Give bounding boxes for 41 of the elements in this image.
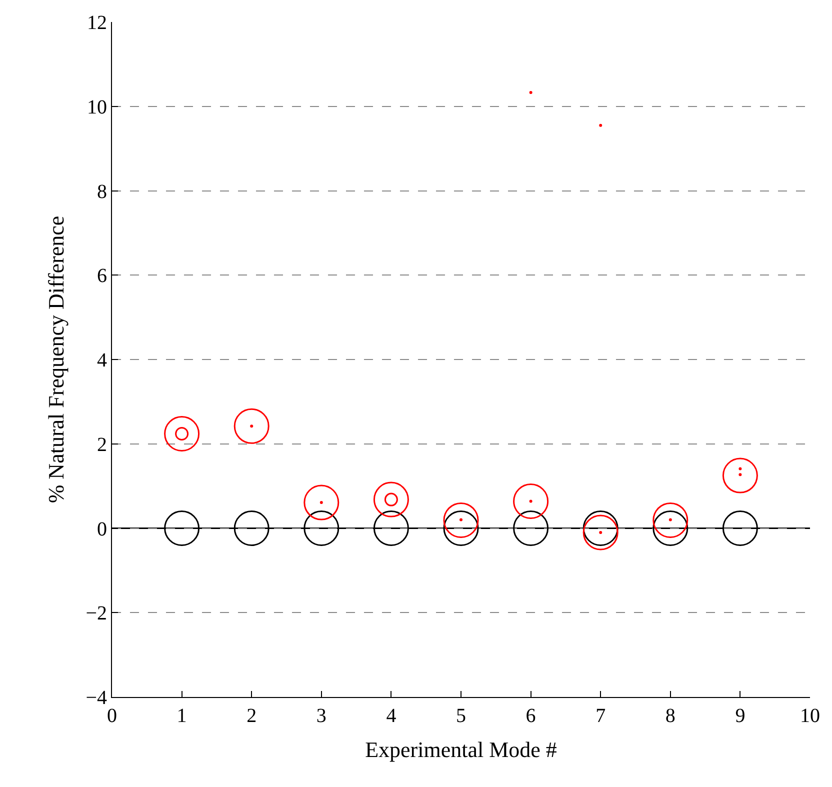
x-tick-label: 5 — [456, 705, 466, 727]
point — [234, 510, 270, 546]
point — [652, 502, 688, 538]
x-tick-label: 10 — [800, 705, 820, 727]
point — [599, 124, 602, 127]
point — [738, 473, 742, 476]
point — [373, 510, 409, 546]
x-tick-label: 4 — [386, 705, 396, 727]
x-tick-label: 9 — [735, 705, 746, 727]
point — [164, 416, 200, 452]
point — [738, 467, 742, 470]
x-tick-label: 3 — [316, 705, 326, 727]
x-tick-label: 8 — [665, 705, 676, 727]
y-tick-label: 8 — [97, 180, 107, 203]
point — [529, 90, 532, 94]
point — [443, 502, 479, 538]
point — [513, 510, 549, 546]
point — [599, 530, 602, 534]
point — [668, 518, 672, 522]
y-tick-label: 10 — [87, 96, 107, 118]
x-tick-label: 2 — [246, 705, 257, 727]
y-axis-title: % Natural Frequency Difference — [44, 216, 69, 504]
point — [652, 510, 688, 546]
y-tick-label: 2 — [97, 434, 107, 456]
point — [164, 510, 200, 546]
y-tick-label: 6 — [97, 265, 107, 288]
point — [722, 510, 758, 546]
y-tick-label: 4 — [97, 350, 107, 372]
x-tick-label: 6 — [526, 705, 536, 727]
y-tick-label: 0 — [97, 518, 107, 540]
y-tick-label: 12 — [87, 12, 107, 34]
point — [373, 482, 409, 518]
y-tick-label: −4 — [86, 687, 107, 709]
x-tick-label: 1 — [176, 705, 187, 727]
point — [722, 458, 758, 494]
x-tick-label: 7 — [596, 705, 606, 727]
y-tick-label: −2 — [86, 602, 107, 625]
point — [304, 510, 340, 546]
point — [460, 518, 462, 522]
x-axis-title: Experimental Mode # — [365, 736, 557, 762]
point — [443, 510, 479, 546]
